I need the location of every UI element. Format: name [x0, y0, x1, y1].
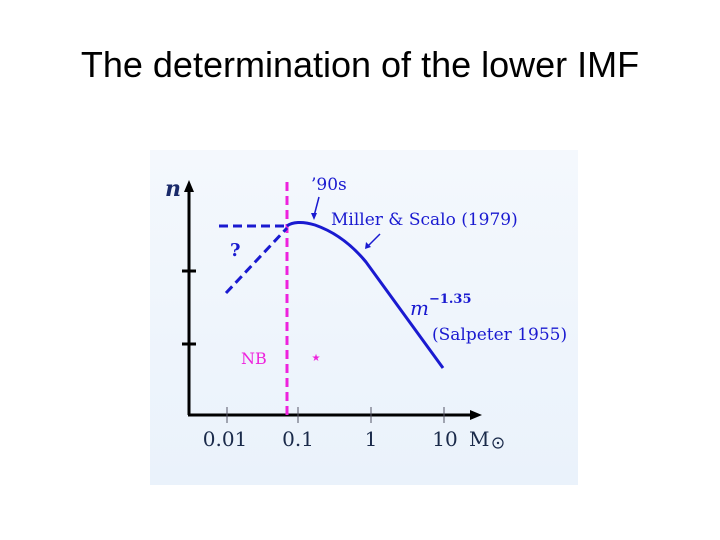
sun-symbol-dot: [496, 441, 500, 445]
x-tick-label: 0.1: [282, 427, 314, 451]
salpeter-exponent: −1.35: [429, 292, 472, 307]
miller-scalo-arrowhead-icon: [365, 242, 371, 249]
x-tick-label: 1: [365, 427, 378, 451]
y-axis-label: n: [165, 176, 181, 202]
nineties-arrow: [313, 196, 320, 217]
nineties-arrowhead-icon: [311, 213, 317, 220]
y-axis-arrow-icon: [184, 180, 194, 192]
miller-scalo-label: Miller & Scalo (1979): [331, 210, 518, 230]
slide-title: The determination of the lower IMF: [80, 44, 640, 85]
salpeter-base: m: [410, 296, 429, 320]
question-mark-label: ?: [230, 240, 241, 261]
star-label: ⋆: [310, 345, 323, 369]
salpeter-reference-label: (Salpeter 1955): [432, 325, 567, 345]
salpeter-slope-label: m−1.35: [410, 292, 472, 320]
x-axis-arrow-icon: [470, 410, 482, 420]
nb-label: NB: [241, 349, 267, 368]
x-tick-label: 10: [432, 427, 457, 451]
sun-symbol-icon: [492, 437, 504, 449]
miller-scalo-arrow: [367, 233, 381, 247]
x-tick-label: 0.01: [203, 427, 248, 451]
nineties-label: ’90s: [311, 175, 347, 195]
x-axis-unit: M: [469, 427, 489, 451]
imf-diagram-panel: [150, 150, 578, 485]
declining-extension-dashed: [224, 226, 289, 295]
imf-curve: [286, 221, 445, 369]
